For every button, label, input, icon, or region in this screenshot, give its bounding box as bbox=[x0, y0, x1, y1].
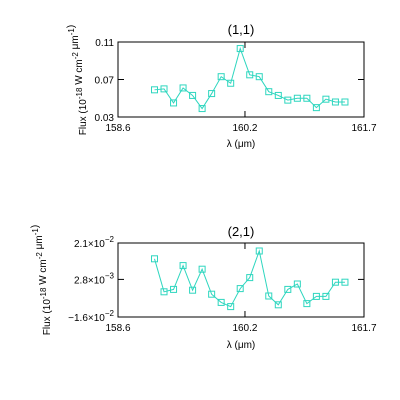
data-point bbox=[322, 292, 330, 300]
x-tick-label: 161.7 bbox=[351, 123, 376, 134]
chart-title: (2,1) bbox=[228, 224, 255, 239]
data-point bbox=[341, 278, 349, 286]
chart-panel-2: (2,1) −1.6×10−2 2.8×10−3 2.1×10−2 158.6 160… bbox=[30, 224, 377, 351]
data-point bbox=[255, 73, 263, 81]
data-point bbox=[236, 45, 244, 53]
data-point bbox=[255, 247, 263, 255]
y-tick-label: 0.11 bbox=[95, 38, 114, 49]
x-tick-label: 158.6 bbox=[105, 323, 130, 334]
axis-ticks bbox=[117, 41, 365, 118]
data-point bbox=[208, 290, 216, 298]
y-tick-label: 0.07 bbox=[95, 76, 115, 87]
data-point bbox=[312, 104, 320, 112]
y-axis-label: Flux (10-18 W cm-2 μm-1) bbox=[66, 25, 89, 135]
x-axis-label: λ (μm) bbox=[227, 340, 256, 351]
data-point bbox=[293, 94, 301, 102]
data-point bbox=[151, 86, 159, 94]
data-point bbox=[274, 301, 282, 309]
data-point bbox=[331, 98, 339, 106]
x-tick-label: 158.6 bbox=[105, 123, 130, 134]
data-point bbox=[160, 288, 168, 296]
data-point bbox=[265, 292, 273, 300]
data-point bbox=[170, 99, 178, 107]
data-point bbox=[312, 292, 320, 300]
data-point bbox=[322, 95, 330, 103]
data-point bbox=[227, 79, 235, 87]
series-line bbox=[154, 46, 345, 110]
y-tick-labels: −1.6×10−2 2.8×10−3 2.1×10−2 bbox=[68, 235, 114, 324]
data-point bbox=[284, 285, 292, 293]
data-point bbox=[160, 85, 168, 93]
data-point bbox=[208, 90, 216, 98]
data-point bbox=[198, 105, 206, 113]
data-point bbox=[284, 96, 292, 104]
plot-area bbox=[151, 45, 349, 113]
x-tick-labels: 158.6 160.2 161.7 bbox=[105, 323, 376, 334]
data-point bbox=[341, 98, 349, 106]
plot-frame bbox=[117, 242, 365, 318]
x-axis-label: λ (μm) bbox=[227, 139, 256, 150]
chart-panel-1: (1,1) 0.03 0.07 0.11 158.6 160.2 161.7 λ (μm… bbox=[66, 22, 377, 150]
plot-frame bbox=[117, 41, 365, 118]
data-point bbox=[179, 84, 187, 92]
y-tick-label: −1.6×10−2 bbox=[68, 309, 114, 324]
data-point bbox=[198, 265, 206, 273]
data-point bbox=[246, 274, 254, 282]
x-tick-label: 160.2 bbox=[232, 323, 257, 334]
y-tick-label: 2.8×10−3 bbox=[74, 271, 115, 286]
x-tick-labels: 158.6 160.2 161.7 bbox=[105, 123, 376, 134]
series-line bbox=[154, 249, 345, 308]
data-point bbox=[189, 91, 197, 99]
data-point bbox=[227, 303, 235, 311]
data-point bbox=[217, 298, 225, 306]
chart-title: (1,1) bbox=[228, 22, 255, 37]
data-point bbox=[179, 262, 187, 270]
data-point bbox=[265, 88, 273, 96]
data-point bbox=[274, 91, 282, 99]
plot-area bbox=[151, 247, 349, 311]
data-point bbox=[217, 73, 225, 81]
x-tick-label: 160.2 bbox=[232, 123, 257, 134]
data-point bbox=[246, 71, 254, 79]
data-point bbox=[331, 278, 339, 286]
data-point bbox=[236, 285, 244, 293]
data-point bbox=[189, 286, 197, 294]
y-axis-label: Flux (10-18 W cm-2 μm-1) bbox=[30, 225, 53, 335]
x-tick-label: 161.7 bbox=[351, 323, 376, 334]
y-tick-label: 2.1×10−2 bbox=[74, 235, 115, 250]
data-point bbox=[293, 280, 301, 288]
data-point bbox=[303, 94, 311, 102]
axis-ticks bbox=[117, 242, 365, 318]
y-tick-labels: 0.03 0.07 0.11 bbox=[95, 38, 115, 124]
data-point bbox=[170, 285, 178, 293]
data-point bbox=[151, 255, 159, 263]
y-tick-label: 0.03 bbox=[95, 113, 115, 124]
data-point bbox=[303, 300, 311, 308]
